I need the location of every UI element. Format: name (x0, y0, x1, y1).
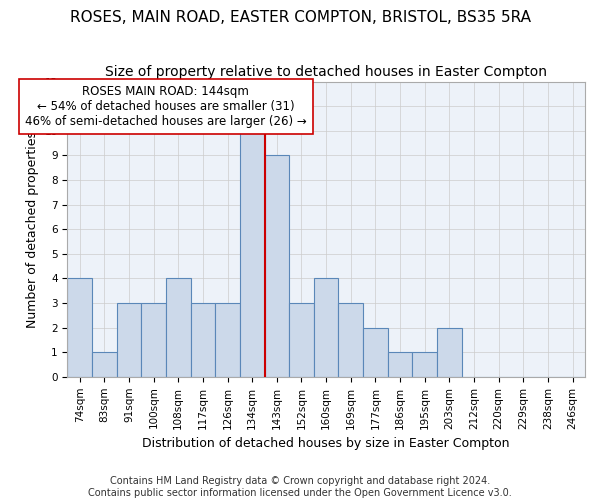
Text: ROSES MAIN ROAD: 144sqm
← 54% of detached houses are smaller (31)
46% of semi-de: ROSES MAIN ROAD: 144sqm ← 54% of detache… (25, 84, 307, 128)
Bar (363, 328, 388, 377)
Bar (240, 131, 265, 377)
Text: Contains HM Land Registry data © Crown copyright and database right 2024.
Contai: Contains HM Land Registry data © Crown c… (88, 476, 512, 498)
Bar (67, 278, 92, 377)
Text: ROSES, MAIN ROAD, EASTER COMPTON, BRISTOL, BS35 5RA: ROSES, MAIN ROAD, EASTER COMPTON, BRISTO… (70, 10, 530, 25)
Bar (338, 303, 363, 377)
Bar (166, 278, 191, 377)
X-axis label: Distribution of detached houses by size in Easter Compton: Distribution of detached houses by size … (142, 437, 510, 450)
Bar (289, 303, 314, 377)
Bar (437, 328, 462, 377)
Bar (116, 303, 141, 377)
Bar (314, 278, 338, 377)
Bar (92, 352, 116, 377)
Bar (412, 352, 437, 377)
Bar (191, 303, 215, 377)
Bar (141, 303, 166, 377)
Bar (215, 303, 240, 377)
Bar (388, 352, 412, 377)
Y-axis label: Number of detached properties: Number of detached properties (26, 130, 39, 328)
Title: Size of property relative to detached houses in Easter Compton: Size of property relative to detached ho… (105, 65, 547, 79)
Bar (265, 156, 289, 377)
